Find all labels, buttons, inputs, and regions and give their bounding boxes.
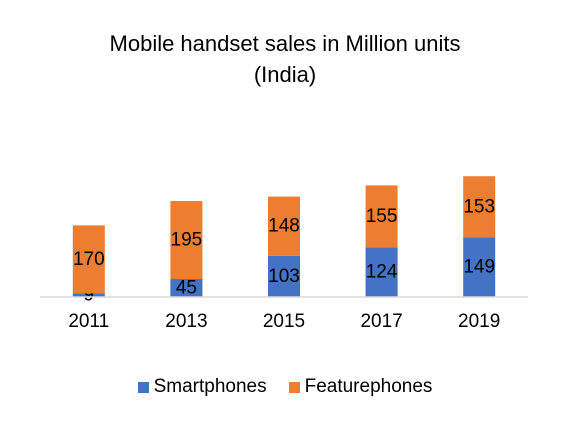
data-label-featurephones-2019: 153	[463, 196, 495, 217]
x-tick-label-2015: 2015	[263, 311, 305, 332]
data-label-smartphones-2019: 149	[463, 257, 495, 278]
x-tick-label-2013: 2013	[165, 311, 207, 332]
legend-label-smartphones: Smartphones	[153, 376, 267, 397]
data-label-featurephones-2011: 170	[73, 249, 105, 270]
data-label-smartphones-2011: 9	[84, 285, 95, 306]
bar-featurephones-2013	[170, 201, 203, 279]
data-label-smartphones-2015: 103	[268, 266, 300, 287]
bar-smartphones-2011	[72, 293, 105, 297]
chart-title-line: Mobile handset sales in Million units	[109, 31, 461, 56]
legend-swatch-featurephones	[288, 381, 300, 393]
data-label-featurephones-2013: 195	[171, 230, 203, 251]
bar-smartphones-2013	[170, 279, 203, 297]
chart-legend: Smartphones Featurephones	[0, 376, 570, 398]
bar-featurephones-2019	[463, 176, 496, 238]
data-label-featurephones-2017: 155	[366, 206, 398, 227]
bar-smartphones-2019	[463, 237, 496, 297]
chart-title: Mobile handset sales in Million units (I…	[0, 28, 570, 90]
chart-subtitle: (India)	[253, 62, 317, 87]
x-tick-label-2017: 2017	[360, 311, 402, 332]
bar-featurephones-2015	[268, 196, 300, 256]
legend-item-featurephones: Featurephones	[288, 376, 433, 398]
bar-featurephones-2011	[72, 225, 105, 294]
legend-swatch-smartphones	[137, 381, 149, 393]
bar-smartphones-2015	[268, 255, 300, 297]
bar-smartphones-2017	[365, 247, 398, 297]
data-label-featurephones-2015: 148	[268, 216, 300, 237]
data-label-smartphones-2017: 124	[366, 262, 398, 283]
x-tick-label-2011: 2011	[68, 311, 109, 332]
data-label-smartphones-2013: 45	[176, 278, 197, 299]
bar-featurephones-2017	[365, 185, 398, 248]
legend-label-featurephones: Featurephones	[304, 376, 433, 397]
x-tick-label-2019: 2019	[458, 311, 500, 332]
legend-item-smartphones: Smartphones	[137, 376, 267, 398]
